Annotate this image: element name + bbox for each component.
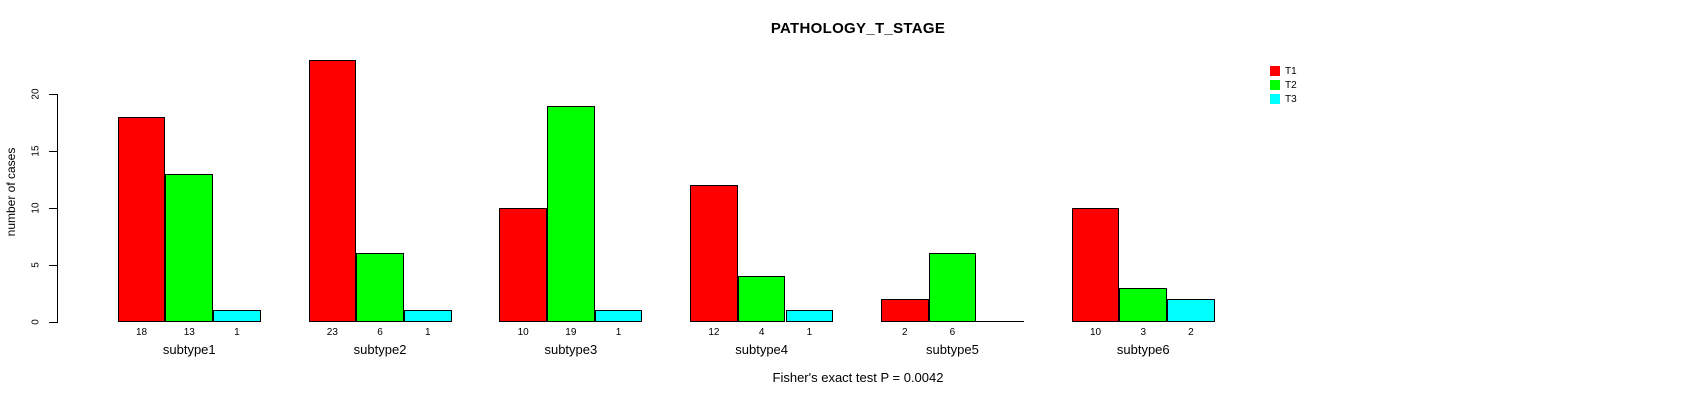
- bar-value-label: 23: [326, 327, 338, 338]
- bar-value-label: 19: [565, 327, 577, 338]
- y-tick-label: 10: [30, 202, 42, 214]
- legend-item-t2: T2: [1270, 78, 1297, 92]
- y-axis-label: number of cases: [4, 147, 18, 237]
- category-label-subtype3: subtype3: [544, 342, 598, 357]
- legend-swatch-t2: [1270, 80, 1280, 90]
- bar-value-label: 10: [517, 327, 529, 338]
- bar-t1-subtype3: [499, 208, 547, 322]
- legend: T1 T2 T3: [1270, 64, 1297, 106]
- bar-t3-subtype3: [594, 310, 643, 322]
- bar-t1-subtype4: [690, 185, 738, 322]
- bar-t1-subtype5: [880, 298, 929, 322]
- bar-value-label: 2: [901, 327, 908, 338]
- legend-label-t2: T2: [1285, 79, 1297, 91]
- bar-t2-subtype2: [356, 253, 404, 322]
- bar-value-label: 12: [708, 327, 720, 338]
- bar-t2-subtype6: [1119, 287, 1168, 322]
- bar-t3-subtype6: [1167, 298, 1215, 322]
- bar-value-label: 1: [234, 327, 240, 338]
- bar-value-label: 10: [1089, 327, 1102, 338]
- y-tick-label: 15: [30, 145, 42, 157]
- y-tick-label: 5: [30, 262, 42, 268]
- bar-t1-subtype2: [308, 60, 357, 322]
- bar-value-label: 1: [615, 327, 622, 338]
- y-tick-label: 20: [30, 88, 42, 100]
- y-tick-mark: [49, 264, 57, 266]
- bar-value-label: 1: [806, 327, 813, 338]
- legend-swatch-t1: [1270, 66, 1280, 76]
- bar-t2-subtype4: [737, 276, 786, 322]
- legend-label-t3: T3: [1285, 93, 1297, 105]
- bar-value-label: 13: [183, 327, 195, 338]
- bar-t2-subtype1: [165, 173, 214, 322]
- bar-t2-subtype3: [547, 105, 595, 322]
- category-label-subtype6: subtype6: [1116, 342, 1170, 357]
- bar-t3-subtype5-zero: [976, 321, 1024, 322]
- category-label-subtype4: subtype4: [735, 342, 789, 357]
- bar-value-label: 4: [758, 327, 765, 338]
- bar-t3-subtype2: [403, 310, 452, 322]
- legend-label-t1: T1: [1285, 65, 1297, 77]
- legend-swatch-t3: [1270, 94, 1280, 104]
- bar-t3-subtype4: [785, 310, 834, 322]
- bar-value-label: 1: [424, 327, 431, 338]
- bar-value-label: 6: [949, 327, 956, 338]
- y-tick-mark: [49, 321, 57, 323]
- bar-t1-subtype6: [1071, 208, 1120, 322]
- bar-value-label: 3: [1140, 327, 1147, 338]
- category-label-subtype5: subtype5: [926, 342, 979, 357]
- y-tick-mark: [49, 208, 57, 209]
- bar-value-label: 6: [377, 327, 383, 338]
- annotation-fisher-test: Fisher's exact test P = 0.0042: [772, 370, 944, 385]
- y-tick-mark: [49, 151, 57, 153]
- chart-title: PATHOLOGY_T_STAGE: [770, 20, 946, 37]
- y-axis-line: [57, 94, 58, 323]
- legend-item-t3: T3: [1270, 92, 1297, 106]
- y-tick-mark: [49, 94, 57, 96]
- bar-t3-subtype1: [213, 310, 261, 322]
- bar-value-label: 2: [1188, 327, 1194, 338]
- category-label-subtype2: subtype2: [353, 342, 407, 357]
- bar-value-label: 18: [135, 327, 148, 338]
- category-label-subtype1: subtype1: [162, 342, 216, 357]
- y-tick-label: 0: [30, 318, 42, 325]
- legend-item-t1: T1: [1270, 64, 1297, 78]
- bar-t1-subtype1: [117, 117, 166, 322]
- bar-t2-subtype5: [928, 253, 977, 322]
